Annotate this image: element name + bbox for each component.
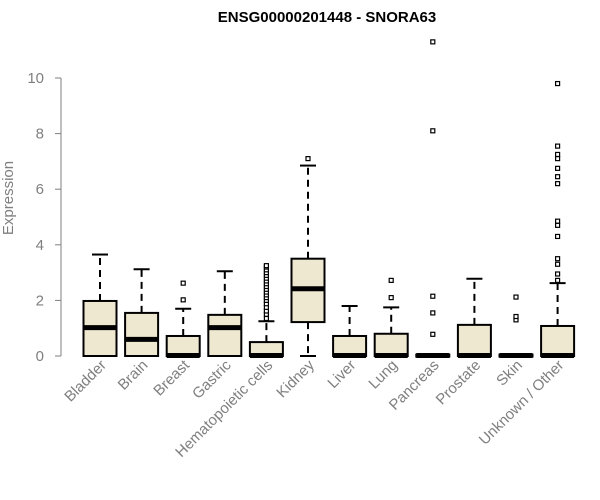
- x-tick-label: Bladder: [61, 357, 110, 406]
- outlier-point: [430, 128, 436, 134]
- outlier-point: [430, 39, 436, 45]
- outlier-point: [554, 256, 561, 262]
- outlier-point: [305, 156, 311, 162]
- box-group: [415, 39, 451, 358]
- y-tick-label: 6: [36, 181, 44, 198]
- x-tick-label: Lung: [365, 357, 401, 393]
- outlier-point: [554, 218, 561, 224]
- outlier-point: [554, 261, 561, 267]
- outlier-point: [430, 310, 436, 316]
- box: [456, 323, 492, 358]
- box-group: [207, 270, 243, 357]
- y-axis: 0 2 4 6 8 10: [27, 70, 62, 365]
- box-group: [165, 280, 201, 358]
- outlier-point: [430, 331, 436, 337]
- box-group: [456, 277, 492, 358]
- box: [373, 332, 409, 358]
- x-tick-label: Prostate: [433, 357, 485, 409]
- box-group: [248, 263, 284, 358]
- outlier-point: [180, 280, 186, 286]
- outlier-point: [554, 165, 561, 171]
- box-group: [373, 277, 409, 358]
- outlier-point: [263, 315, 269, 322]
- outlier-point: [263, 263, 269, 269]
- x-tick-label: Breast: [150, 356, 193, 399]
- outlier-point: [388, 277, 394, 283]
- x-tick-label: Kidney: [273, 356, 318, 401]
- box: [540, 324, 576, 358]
- y-tick-label: 8: [36, 126, 44, 143]
- outlier-point: [554, 174, 561, 180]
- chart-title: ENSG00000201448 - SNORA63: [218, 9, 436, 26]
- y-axis-title: Expression: [0, 161, 17, 235]
- outlier-point: [554, 181, 561, 187]
- box-group: [498, 294, 534, 358]
- box: [124, 311, 160, 358]
- x-tick-label: Skin: [493, 357, 526, 390]
- box-group: [332, 304, 368, 358]
- outlier-point: [554, 151, 561, 158]
- outlier-point: [513, 313, 519, 320]
- outlier-point: [554, 222, 561, 228]
- outlier-point: [554, 277, 561, 283]
- outlier-point: [554, 80, 561, 87]
- x-tick-label: Brain: [115, 357, 152, 394]
- box-group: [290, 156, 326, 357]
- outlier-point: [388, 295, 394, 301]
- box-group: [540, 80, 576, 358]
- y-tick-label: 2: [36, 292, 44, 309]
- outlier-point: [430, 293, 436, 299]
- box-group: [82, 253, 118, 357]
- outlier-point: [180, 297, 186, 303]
- y-tick-label: 4: [36, 237, 44, 254]
- y-tick-label: 10: [27, 70, 44, 87]
- x-tick-label: Liver: [324, 357, 359, 392]
- box-group: [124, 268, 160, 358]
- outlier-point: [554, 233, 561, 240]
- outlier-point: [554, 156, 561, 162]
- outlier-point: [554, 143, 561, 149]
- y-tick-label: 0: [36, 348, 44, 365]
- outlier-point: [554, 271, 561, 277]
- plot-area: [82, 39, 576, 358]
- box: [207, 313, 243, 357]
- outlier-point: [513, 294, 519, 300]
